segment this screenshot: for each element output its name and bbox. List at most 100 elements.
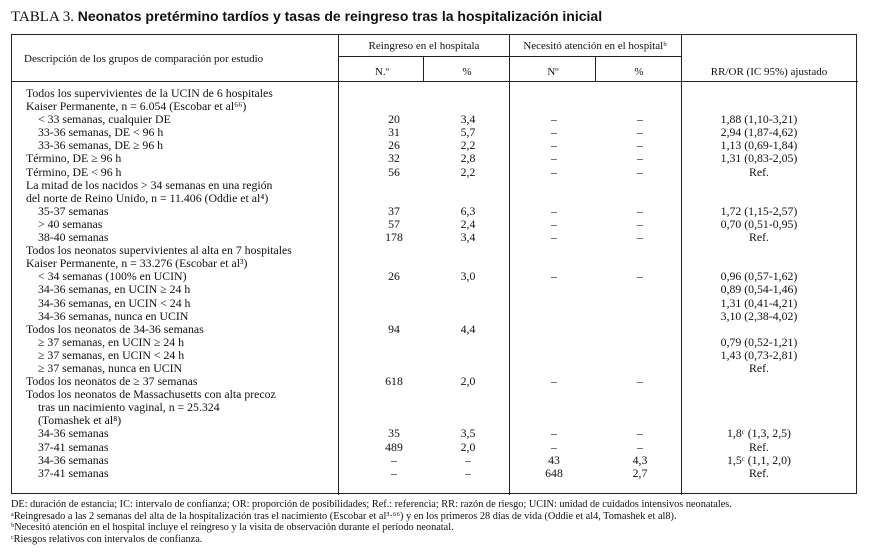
row-description: Todos los neonatos supervivientes al alt… [26, 243, 292, 258]
table-row: < 33 semanas, cualquier DE 20 3,4 – – 1,88 (1… [12, 113, 858, 126]
row-readmission-n: 26 [388, 138, 400, 153]
row-rr-or: 0,79 (0,52-1,21) [720, 334, 798, 349]
row-readmission-pct: 4,4 [460, 321, 476, 336]
table-row: 34-36 semanas 35 3,5 – – 1,8ᶜ (1,3, 2,5) [12, 427, 858, 440]
row-care-n: – [551, 112, 557, 127]
table-row: Todos los neonatos de Massachusetts con … [12, 388, 858, 401]
row-description: ≥ 37 semanas, en UCIN < 24 h [38, 347, 185, 362]
row-rr-or: 0,89 (0,54-1,46) [720, 282, 798, 297]
row-care-n: – [551, 374, 557, 389]
row-care-n: – [551, 203, 557, 218]
row-description: ≥ 37 semanas, en UCIN ≥ 24 h [38, 334, 184, 349]
row-rr-or: 0,96 (0,57-1,62) [720, 269, 798, 284]
row-description: 37-41 semanas [38, 465, 109, 480]
table-row: 34-36 semanas, en UCIN ≥ 24 h 0,89 (0,54-… [12, 283, 858, 296]
row-care-pct: 2,7 [632, 465, 648, 480]
table-row: 38-40 semanas 178 3,4 – – Ref. [12, 231, 858, 244]
data-table: Descripción de los grupos de comparación… [11, 34, 858, 495]
row-rr-or: Ref. [749, 164, 769, 179]
header-n2: Nº [547, 66, 559, 78]
row-rr-or: 1,88 (1,10-3,21) [720, 112, 798, 127]
column-divider [595, 56, 596, 81]
row-rr-or: 1,8ᶜ (1,3, 2,5) [727, 426, 791, 441]
row-care-pct: – [637, 439, 643, 454]
row-rr-or: 2,94 (1,87-4,62) [720, 125, 798, 140]
row-readmission-n: 26 [388, 269, 400, 284]
column-divider [681, 35, 682, 495]
table-row: Todos los neonatos de 34-36 semanas 94 4,4 [12, 321, 858, 336]
row-readmission-n: 489 [385, 439, 403, 454]
row-description: Todos los neonatos de ≥ 37 semanas [26, 374, 198, 389]
row-readmission-pct: 2,4 [460, 216, 476, 231]
table-row: (Tomashek et al⁸) [12, 414, 858, 427]
row-care-pct: – [637, 164, 643, 179]
table-row: 35-37 semanas 37 6,3 – – 1,72 (1,15-2,57) [12, 203, 858, 218]
column-divider [338, 35, 339, 495]
table-title: TABLA 3. Neonatos pretérmino tardíos y t… [11, 8, 602, 26]
row-rr-or: Ref. [749, 439, 769, 454]
row-description: Término, DE ≥ 96 h [26, 151, 122, 166]
table-row: Término, DE < 96 h 56 2,2 – – Ref. [12, 164, 858, 179]
row-description: < 33 semanas, cualquier DE [38, 112, 171, 127]
header-pct2: % [634, 66, 644, 78]
row-readmission-n: 57 [388, 216, 400, 231]
table-row: Todos los supervivientes de la UCIN de 6… [12, 87, 858, 100]
row-description: (Tomashek et al⁸) [38, 413, 122, 428]
table-row: Kaiser Permanente, n = 33.276 (Escobar e… [12, 257, 858, 270]
row-care-pct: – [637, 269, 643, 284]
table-row: > 40 semanas 57 2,4 – – 0,70 (0,51-0,95) [12, 216, 858, 231]
row-description: Kaiser Permanente, n = 33.276 (Escobar e… [26, 256, 248, 271]
row-care-n: – [551, 439, 557, 454]
row-description: 34-36 semanas, en UCIN < 24 h [38, 295, 191, 310]
row-rr-or: Ref. [749, 360, 769, 375]
row-care-n: – [551, 230, 557, 245]
row-readmission-n: 32 [388, 151, 400, 166]
row-rr-or: Ref. [749, 230, 769, 245]
row-rr-or: 1,72 (1,15-2,57) [720, 203, 798, 218]
header-readmission: Reingreso en el hospitala [368, 40, 480, 52]
table-row: < 34 semanas (100% en UCIN) 26 3,0 – – 0,96 (… [12, 270, 858, 283]
row-care-n: – [551, 216, 557, 231]
row-care-n: – [551, 426, 557, 441]
row-care-n: – [551, 269, 557, 284]
row-description: 34-36 semanas, en UCIN ≥ 24 h [38, 282, 191, 297]
row-readmission-n: – [391, 465, 397, 480]
row-readmission-pct: – [465, 465, 471, 480]
table-title-text: Neonatos pretérmino tardíos y tasas de r… [77, 8, 603, 24]
row-readmission-n: 20 [388, 112, 400, 127]
footnotes: DE: duración de estancia; IC: intervalo … [11, 499, 861, 545]
table-row: 33-36 semanas, DE < 96 h 31 5,7 – – 2,94 (1,8… [12, 126, 858, 139]
table-row: Todos los neonatos de ≥ 37 semanas 618 2,0… [12, 375, 858, 388]
row-readmission-pct: 2,2 [460, 138, 476, 153]
row-care-n: – [551, 151, 557, 166]
footnote: DE: duración de estancia; IC: intervalo … [11, 499, 732, 510]
row-description: > 40 semanas [38, 216, 103, 231]
header-rule [12, 81, 858, 82]
row-readmission-pct: 2,0 [460, 374, 476, 389]
row-care-pct: – [637, 138, 643, 153]
row-readmission-pct: 6,3 [460, 203, 476, 218]
table-row: 37-41 semanas – – 648 2,7 Ref. [12, 465, 858, 480]
row-readmission-pct: 3,4 [460, 112, 476, 127]
row-readmission-pct: 2,8 [460, 151, 476, 166]
header-n1: N.º [374, 66, 390, 78]
row-readmission-pct: 3,0 [460, 269, 476, 284]
table-row: Kaiser Permanente, n = 6.054 (Escobar et… [12, 100, 858, 113]
row-care-pct: – [637, 203, 643, 218]
row-care-pct: – [637, 151, 643, 166]
row-care-pct: 4,3 [632, 452, 648, 467]
table-row: Término, DE ≥ 96 h 32 2,8 – – 1,31 (0,83-2,05… [12, 152, 858, 165]
row-description: 38-40 semanas [38, 230, 109, 245]
table-row: ≥ 37 semanas, en UCIN ≥ 24 h 0,79 (0,52-1… [12, 334, 858, 349]
row-description: 33-36 semanas, DE ≥ 96 h [38, 138, 164, 153]
row-description: tras un nacimiento vaginal, n = 25.324 [38, 400, 220, 415]
table-row: ≥ 37 semanas, en UCIN < 24 h 1,43 (0,73-2… [12, 347, 858, 362]
row-readmission-n: 35 [388, 426, 400, 441]
row-care-n: – [551, 164, 557, 179]
table-row: 34-36 semanas – – 43 4,3 1,5ᶜ (1,1, 2,0) [12, 452, 858, 467]
table-row: ≥ 37 semanas, nunca en UCIN Ref. [12, 360, 858, 375]
column-divider [509, 35, 510, 495]
row-rr-or: 1,43 (0,73-2,81) [720, 347, 798, 362]
row-rr-or: 1,5ᶜ (1,1, 2,0) [727, 452, 791, 467]
row-description: 37-41 semanas [38, 439, 109, 454]
